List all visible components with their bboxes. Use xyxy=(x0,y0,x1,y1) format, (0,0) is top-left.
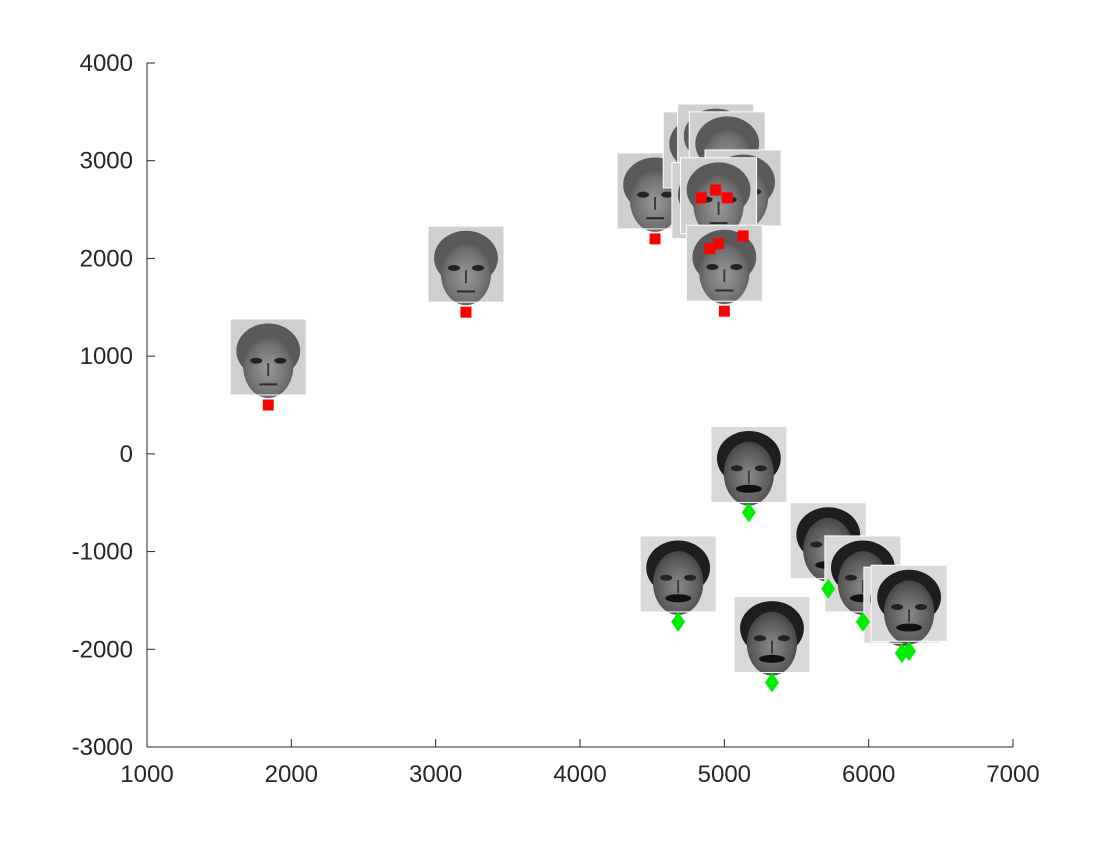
left-eye xyxy=(844,574,857,581)
face-thumbnails xyxy=(229,103,948,676)
y-tick-label: 3000 xyxy=(80,148,133,175)
right-eye xyxy=(274,357,287,364)
y-tick-label: 0 xyxy=(120,441,133,468)
square-marker xyxy=(737,230,749,242)
y-tick-label: -3000 xyxy=(72,734,133,761)
x-tick-label: 7000 xyxy=(986,761,1039,788)
right-eye xyxy=(471,264,484,271)
x-tick-label: 6000 xyxy=(842,761,895,788)
square-marker xyxy=(460,306,472,318)
face-thumbnail xyxy=(870,564,948,645)
face-thumbnail xyxy=(427,225,505,306)
thumbnail-border xyxy=(229,318,307,396)
right-eye xyxy=(754,465,767,472)
y-tick-label: 2000 xyxy=(80,245,133,272)
face-thumbnail xyxy=(680,157,758,237)
x-tick-label: 3000 xyxy=(409,761,462,788)
x-tick-label: 4000 xyxy=(553,761,606,788)
x-tick-label: 2000 xyxy=(265,761,318,788)
face-thumbnail xyxy=(639,535,717,615)
face-thumbnail xyxy=(710,425,788,506)
left-eye xyxy=(637,191,650,198)
data-markers xyxy=(262,184,917,693)
mustache xyxy=(665,594,692,603)
left-eye xyxy=(753,635,766,642)
right-eye xyxy=(661,191,674,198)
diamond-marker xyxy=(902,641,917,662)
left-eye xyxy=(250,357,263,364)
square-marker xyxy=(695,192,707,204)
left-eye xyxy=(891,604,904,611)
square-marker xyxy=(649,233,661,245)
x-tick-label: 1000 xyxy=(120,761,173,788)
left-eye xyxy=(706,263,719,270)
face-thumbnail xyxy=(229,318,307,399)
right-eye xyxy=(915,604,928,611)
diamond-marker xyxy=(855,611,870,632)
y-tick-label: 4000 xyxy=(80,50,133,77)
right-eye xyxy=(684,574,697,581)
left-eye xyxy=(730,465,743,472)
square-marker xyxy=(262,399,274,411)
right-eye xyxy=(777,635,790,642)
square-marker xyxy=(718,305,730,317)
y-tick-label: -1000 xyxy=(72,539,133,566)
square-marker xyxy=(710,184,722,196)
diamond-marker xyxy=(741,502,756,523)
y-tick-label: 1000 xyxy=(80,343,133,370)
square-marker xyxy=(721,192,733,204)
thumbnail-border xyxy=(685,224,763,302)
thumbnail-border xyxy=(427,225,505,303)
right-eye xyxy=(730,263,743,270)
mustache xyxy=(735,484,762,493)
axes: 1000 2000 3000 4000 5000 6000 7000 -3000 -2000 -1… xyxy=(72,50,1040,788)
y-tick-label: -2000 xyxy=(72,636,133,663)
mustache xyxy=(758,654,785,663)
left-eye xyxy=(810,541,823,548)
diamond-marker xyxy=(671,611,686,632)
mustache xyxy=(896,623,923,632)
diamond-marker xyxy=(764,672,779,693)
face-thumbnail xyxy=(685,224,763,305)
face-thumbnail xyxy=(733,596,811,676)
x-tick-label: 5000 xyxy=(698,761,751,788)
square-marker xyxy=(704,243,716,255)
left-eye xyxy=(447,264,460,271)
diamond-marker xyxy=(821,578,836,599)
left-eye xyxy=(660,574,673,581)
square-marker xyxy=(713,238,725,250)
